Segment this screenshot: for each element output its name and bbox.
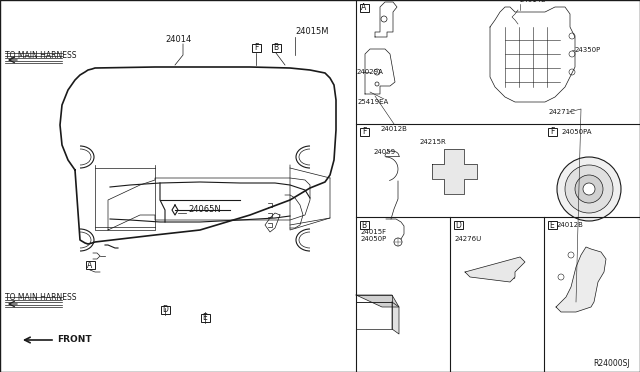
Text: F: F [254,44,258,52]
Text: 24059: 24059 [374,149,396,155]
Polygon shape [356,295,399,307]
Text: 24050PA: 24050PA [562,129,593,135]
Text: 24014: 24014 [165,35,191,45]
Text: TO MAIN HARNESS: TO MAIN HARNESS [5,51,77,60]
Text: B: B [273,44,278,52]
Text: 24015M: 24015M [295,28,328,36]
Text: 24050P: 24050P [361,236,387,242]
Text: A: A [88,260,93,269]
Bar [200,314,209,322]
Text: D: D [162,305,168,314]
Text: 24065N: 24065N [188,205,221,215]
Polygon shape [432,149,477,194]
Text: 24350P: 24350P [575,47,601,53]
Circle shape [374,69,380,75]
Text: B: B [362,221,367,230]
Bar [271,44,280,52]
Circle shape [568,252,574,258]
Bar [547,128,557,136]
Text: E: E [203,314,207,323]
Bar [86,261,95,269]
Text: D: D [455,221,461,230]
Text: F: F [550,128,554,137]
Circle shape [565,165,613,213]
Bar [360,128,369,136]
Text: 24276U: 24276U [455,236,483,242]
Circle shape [569,33,575,39]
Bar [360,221,369,229]
Text: 25419EA: 25419EA [358,99,389,105]
Text: 24012B: 24012B [557,222,584,228]
Text: A: A [362,3,367,13]
Text: E: E [550,221,554,230]
Circle shape [558,274,564,280]
Text: 24271C: 24271C [549,109,576,115]
Circle shape [575,175,603,203]
Circle shape [375,82,379,86]
Circle shape [394,238,402,246]
Bar [547,221,557,229]
Polygon shape [556,247,606,312]
Text: 24015F: 24015F [361,229,387,235]
Circle shape [569,51,575,57]
Circle shape [381,16,387,22]
Bar [252,44,260,52]
Bar [454,221,463,229]
Circle shape [557,157,621,221]
Text: FRONT: FRONT [57,336,92,344]
Bar [503,266,515,280]
Bar [360,4,369,12]
Polygon shape [392,302,399,334]
Polygon shape [465,257,525,282]
Text: F: F [362,128,366,137]
Bar [161,306,170,314]
Text: 24215R: 24215R [420,139,447,145]
Text: 24014E: 24014E [520,0,547,3]
Text: TO MAIN HARNESS: TO MAIN HARNESS [5,294,77,302]
Text: R24000SJ: R24000SJ [593,359,630,369]
Text: 24012B: 24012B [381,126,408,132]
Text: 24029A: 24029A [357,69,384,75]
Circle shape [569,69,575,75]
Circle shape [583,183,595,195]
